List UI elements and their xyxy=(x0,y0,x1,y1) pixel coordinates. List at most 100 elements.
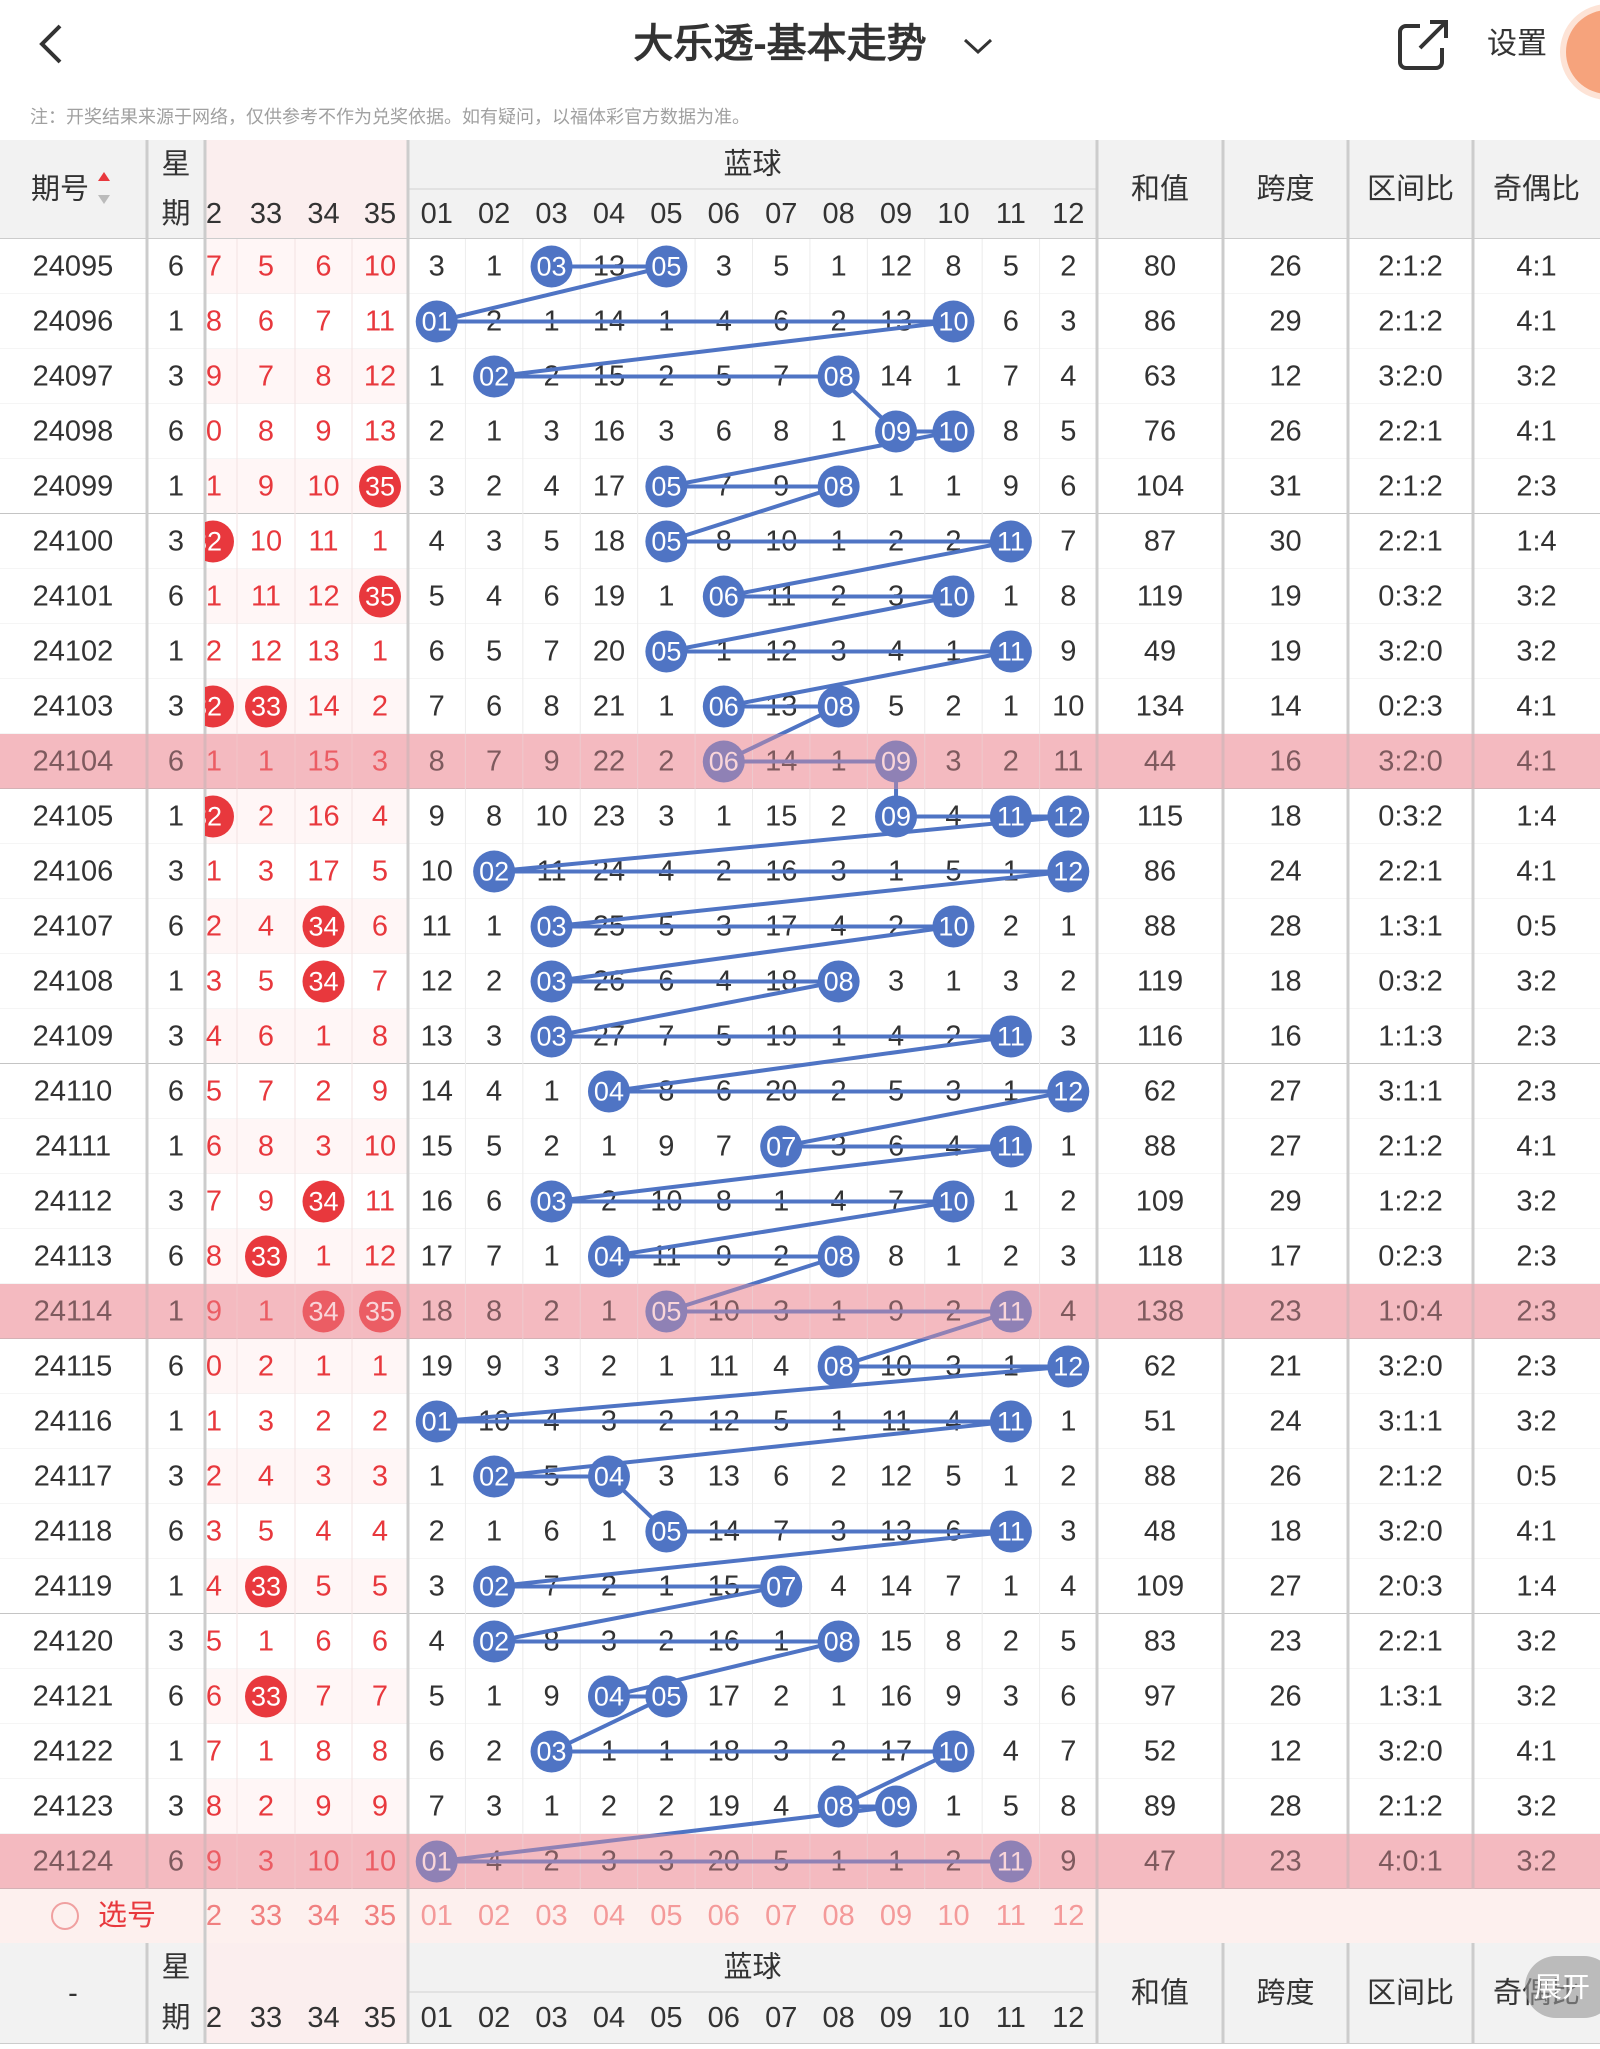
stat-parity: 4:1 xyxy=(1516,1131,1556,1163)
front-number: 1 xyxy=(258,746,274,778)
back-number: 2 xyxy=(543,1296,559,1328)
back-number: 8 xyxy=(945,251,961,283)
front-number: 4 xyxy=(372,1516,388,1548)
stat-header: 区间比 xyxy=(1367,1977,1454,2010)
select-back-number[interactable]: 01 xyxy=(421,1900,453,1932)
ball xyxy=(1047,795,1090,838)
select-radio[interactable] xyxy=(51,1902,79,1930)
ball xyxy=(1047,850,1090,893)
ball-number: 35 xyxy=(365,582,395,612)
select-back-number[interactable]: 04 xyxy=(593,1900,625,1932)
title-dropdown[interactable] xyxy=(963,38,993,55)
select-back-number[interactable]: 03 xyxy=(535,1900,567,1932)
front-number: 8 xyxy=(372,1736,388,1768)
back-number: 2 xyxy=(658,746,674,778)
front-number: 3 xyxy=(372,1461,388,1493)
period-header[interactable]: 期号 xyxy=(31,174,89,206)
title[interactable]: 大乐透-基本走势 xyxy=(633,22,926,66)
stat-parity: 4:1 xyxy=(1516,306,1556,338)
back-number: 11 xyxy=(422,911,452,943)
stat-zone: 2:2:1 xyxy=(1378,526,1443,558)
select-back-number[interactable]: 02 xyxy=(478,1900,510,1932)
settings-button[interactable]: 设置 xyxy=(1487,28,1547,61)
stat-span: 12 xyxy=(1269,1736,1301,1768)
back-number: 7 xyxy=(429,1791,445,1823)
front-bg xyxy=(205,1449,408,1504)
front-number: 6 xyxy=(206,1131,222,1163)
stat-zone: 0:2:3 xyxy=(1378,1241,1443,1273)
back-number-header: 08 xyxy=(822,198,854,230)
ball xyxy=(817,960,860,1003)
front-number[interactable]: 32 xyxy=(190,1900,222,1932)
back-button[interactable] xyxy=(39,24,62,64)
back-number: 17 xyxy=(593,471,625,503)
select-back-number[interactable]: 10 xyxy=(937,1900,969,1932)
period: 24116 xyxy=(34,1406,113,1438)
back-number: 1 xyxy=(945,1791,961,1823)
stat-parity: 3:2 xyxy=(1516,1406,1556,1438)
select-label[interactable]: 选号 xyxy=(98,1899,156,1932)
stat-parity: 3:2 xyxy=(1516,361,1556,393)
weekday: 3 xyxy=(168,361,184,393)
stat-parity: 0:5 xyxy=(1516,911,1556,943)
ball xyxy=(702,685,745,728)
back-number: 1 xyxy=(543,1076,559,1108)
back-number: 6 xyxy=(1060,1681,1076,1713)
back-number: 2 xyxy=(831,1461,847,1493)
stat-parity: 3:2 xyxy=(1516,1846,1556,1878)
select-back-number[interactable]: 05 xyxy=(650,1900,682,1932)
ball-number: 34 xyxy=(308,967,338,997)
ball-number: 05 xyxy=(651,1682,681,1712)
back-number: 8 xyxy=(888,1241,904,1273)
back-number: 3 xyxy=(716,251,732,283)
ball-number: 03 xyxy=(537,912,567,942)
back-number: 4 xyxy=(486,581,502,613)
ball xyxy=(245,1565,287,1608)
ball-number: 02 xyxy=(479,1462,509,1492)
back-number: 1 xyxy=(658,581,674,613)
front-number: 10 xyxy=(364,251,396,283)
ball xyxy=(473,1620,516,1663)
select-back-number[interactable]: 08 xyxy=(822,1900,854,1932)
expand-button[interactable] xyxy=(1525,1956,1600,2018)
select-back-number[interactable]: 11 xyxy=(996,1900,1026,1932)
ball-number: 02 xyxy=(479,857,509,887)
front-number[interactable]: 35 xyxy=(364,1900,396,1932)
back-number: 4 xyxy=(773,1351,789,1383)
share-button[interactable] xyxy=(1398,20,1448,70)
select-back-number[interactable]: 07 xyxy=(765,1900,797,1932)
select-back-number[interactable]: 06 xyxy=(708,1900,740,1932)
stat-sum: 86 xyxy=(1144,856,1176,888)
ball-number: 08 xyxy=(824,362,854,392)
ball xyxy=(530,1015,573,1058)
ball xyxy=(932,1180,975,1223)
ball xyxy=(587,1675,630,1718)
front-number[interactable]: 34 xyxy=(307,1900,339,1932)
front-number: 4 xyxy=(206,1571,222,1603)
ball-number: 34 xyxy=(308,912,338,942)
expand-label[interactable]: 展开 xyxy=(1534,1972,1590,2003)
period: 24112 xyxy=(34,1186,113,1218)
back-number: 7 xyxy=(945,1571,961,1603)
back-number-header: 04 xyxy=(593,198,625,230)
front-bg xyxy=(205,1559,408,1614)
back-number: 5 xyxy=(429,1681,445,1713)
stat-parity: 1:4 xyxy=(1516,526,1556,558)
ball-number: 33 xyxy=(251,1682,281,1712)
back-number: 3 xyxy=(429,1571,445,1603)
front-number: 4 xyxy=(258,1461,274,1493)
front-number[interactable]: 33 xyxy=(250,1900,282,1932)
select-back-number[interactable]: 09 xyxy=(880,1900,912,1932)
avatar[interactable] xyxy=(1560,4,1600,100)
back-number: 6 xyxy=(773,1461,789,1493)
stat-span: 18 xyxy=(1269,801,1301,833)
stat-span: 12 xyxy=(1269,361,1301,393)
back-number-header: 07 xyxy=(765,198,797,230)
back-number: 2 xyxy=(1003,1626,1019,1658)
back-number: 12 xyxy=(421,966,453,998)
select-back-number[interactable]: 12 xyxy=(1052,1900,1084,1932)
ball xyxy=(359,1290,401,1333)
front-number: 12 xyxy=(307,581,339,613)
period: 24103 xyxy=(33,691,114,723)
front-bg xyxy=(205,789,408,844)
